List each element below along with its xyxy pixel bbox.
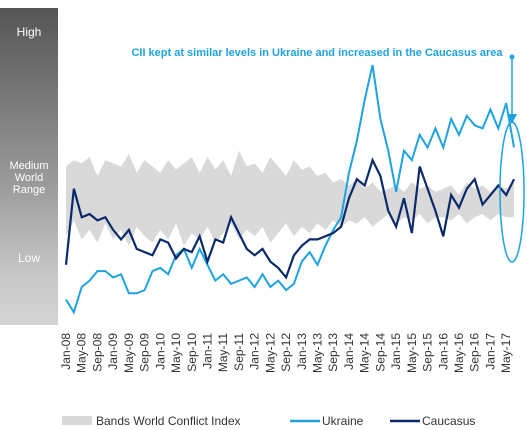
x-tick-label: Jan-10 [153,333,167,370]
x-tick-label: Jan-11 [200,333,214,369]
x-tick-label: Jan-14 [342,333,356,370]
x-tick-label: May-11 [216,333,230,372]
annotation: CII kept at similar levels in Ukraine an… [131,47,503,59]
x-tick-label: May-14 [358,333,372,373]
legend-swatch [62,416,92,425]
x-tick-label: Jan-09 [106,333,120,370]
band-area [66,150,515,246]
x-tick-label: Jan-16 [436,333,450,370]
x-tick-label: Sep-14 [373,333,387,372]
x-tick-label: May-16 [452,333,466,373]
series-line [64,157,516,280]
scale-bar [0,8,58,325]
scale-label: Low [17,251,40,265]
x-tick-label: May-17 [499,333,513,373]
legend-label: Caucasus [422,414,475,428]
x-tick-label: Jan-13 [295,333,309,370]
highlight-ellipse [499,121,525,263]
x-tick-label: Sep-13 [326,333,340,372]
x-tick-label: Sep-08 [90,333,104,372]
x-tick-label: May-09 [122,333,136,373]
x-tick-label: Jan-15 [389,333,403,370]
x-tick-label: May-12 [263,333,277,373]
scale-label: High [16,25,42,39]
scale-label: Medium World Range [9,160,49,196]
x-tick-label: May-10 [169,333,183,373]
x-tick-label: Jan-08 [59,333,73,370]
x-tick-label: May-08 [75,333,89,373]
legend-label: Ukraine [322,414,364,428]
x-tick-label: Sep-12 [279,333,293,372]
series-line [65,64,516,315]
x-tick-label: Sep-10 [185,333,199,372]
x-tick-label: Jan-17 [483,333,497,370]
x-tick-label: May-15 [405,333,419,373]
x-tick-label: Jan-12 [248,333,262,370]
x-tick-label: May-13 [311,333,325,373]
x-tick-label: Sep-16 [468,333,482,372]
x-tick-label: Sep-09 [138,333,152,372]
legend-label: Bands World Conflict Index [96,414,241,428]
x-tick-label: Sep-11 [232,333,246,371]
x-tick-label: Sep-15 [421,333,435,372]
